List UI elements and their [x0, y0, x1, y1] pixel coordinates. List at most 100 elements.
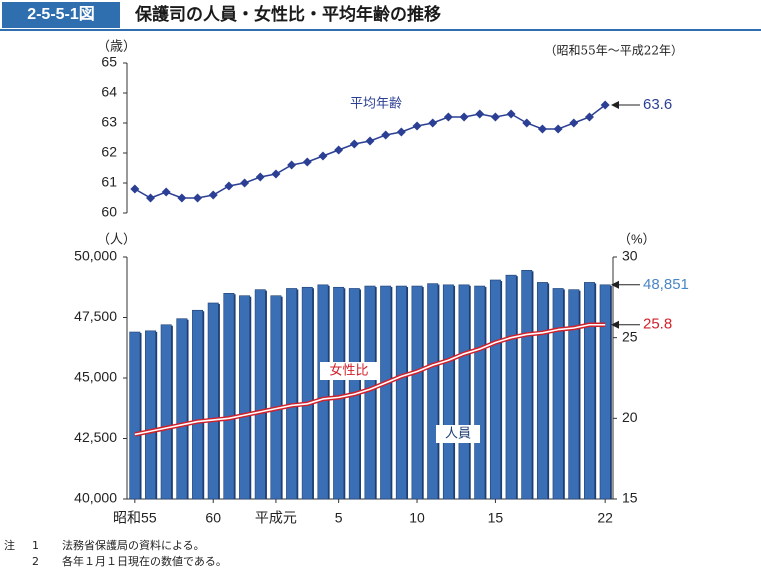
count-bar [442, 284, 454, 500]
age-point [318, 151, 328, 161]
age-point [302, 157, 312, 167]
age-point [271, 169, 281, 179]
age-series-label: 平均年齢 [350, 95, 402, 110]
age-point [600, 100, 610, 110]
age-point [506, 109, 516, 119]
x-tick-label: 22 [597, 510, 613, 526]
age-series-line [134, 104, 606, 199]
age-point [412, 121, 422, 131]
count-bar [427, 283, 439, 500]
age-point [475, 109, 485, 119]
count-bar [207, 302, 219, 500]
count-bar [395, 285, 407, 500]
count-y-tick-label: 40,000 [74, 490, 117, 506]
count-series-label: 人員 [445, 425, 471, 440]
age-point [334, 145, 344, 155]
note-text: 法務省保護局の資料による。 [62, 539, 205, 552]
count-bar [160, 324, 172, 500]
chart-title: 保護司の人員・女性比・平均年齢の推移 [135, 5, 441, 25]
ratio-y-tick-label: 15 [622, 490, 638, 506]
age-y-tick-label: 62 [101, 144, 117, 160]
period-label: （昭和55年～平成22年） [544, 44, 683, 58]
age-y-tick-label: 64 [101, 84, 117, 100]
count-bar [584, 282, 595, 500]
count-series-label-bg [436, 425, 480, 443]
age-point [490, 112, 500, 122]
count-bar [145, 330, 156, 500]
age-point [349, 139, 359, 149]
age-y-axis-label: （歳） [97, 38, 136, 53]
ratio-end-arrowhead [611, 320, 619, 329]
ratio-end-label: 25.8 [643, 316, 672, 333]
count-bar [223, 292, 235, 500]
age-point [569, 118, 579, 128]
age-point [584, 112, 594, 122]
count-bar [239, 295, 251, 500]
note-2: 2 各年１月１日現在の数値である。 [4, 554, 227, 570]
count-bar [489, 279, 501, 500]
age-point [255, 172, 265, 182]
ratio-y-tick-label: 25 [622, 328, 638, 344]
count-bar [301, 286, 313, 500]
count-y-tick-label: 47,500 [74, 308, 117, 324]
count-bar [192, 309, 204, 500]
age-point [208, 190, 218, 200]
count-bar [599, 284, 611, 500]
ratio-y-tick-label: 20 [622, 409, 638, 425]
age-point [161, 187, 171, 197]
count-bar [286, 288, 298, 500]
x-tick-label: 昭和55 [113, 510, 157, 526]
figure-number-badge: 2-5-5-1図 [2, 2, 120, 28]
count-y-axis-label: （人） [97, 231, 136, 246]
notes: 注 1 法務省保護局の資料による。 2 各年１月１日現在の数値である。 [4, 538, 227, 570]
header-rule [0, 29, 761, 31]
age-point [396, 127, 406, 137]
age-point [443, 112, 453, 122]
x-tick-label: 5 [335, 510, 343, 526]
x-tick-label: 10 [409, 510, 425, 526]
age-y-tick-label: 63 [101, 114, 117, 130]
count-bar [521, 270, 533, 500]
count-end-arrowhead [611, 280, 619, 289]
count-y-tick-label: 45,000 [74, 369, 117, 385]
age-y-tick-label: 60 [101, 204, 117, 220]
x-tick-label: 60 [205, 510, 221, 526]
count-bar [505, 274, 517, 500]
age-end-label: 63.6 [643, 96, 672, 113]
count-bar [333, 286, 345, 500]
count-bar [474, 285, 486, 500]
x-tick-label: 15 [488, 510, 504, 526]
age-point [224, 181, 234, 191]
age-point [553, 124, 563, 134]
age-point [193, 193, 203, 203]
age-point [146, 193, 156, 203]
count-bar [317, 284, 329, 500]
age-end-arrowhead [611, 101, 619, 109]
x-tick-label: 平成元 [255, 510, 297, 526]
note-text: 各年１月１日現在の数値である。 [62, 555, 227, 568]
count-end-label: 48,851 [643, 276, 689, 293]
count-bar [380, 285, 392, 500]
age-point [381, 130, 391, 140]
age-point [240, 178, 250, 188]
age-point [365, 136, 375, 146]
count-bar [411, 285, 423, 500]
count-bar [458, 284, 470, 500]
note-label: 注 [4, 539, 15, 552]
ratio-series-label: 女性比 [329, 362, 368, 377]
age-y-tick-label: 61 [101, 174, 117, 190]
note-1: 注 1 法務省保護局の資料による。 [4, 538, 227, 554]
count-y-tick-label: 50,000 [74, 248, 117, 264]
age-point [428, 118, 438, 128]
count-bar [176, 318, 188, 500]
age-point [537, 124, 547, 134]
count-bar [129, 331, 141, 500]
ratio-series-line-inner [134, 323, 606, 436]
count-bar [552, 288, 564, 500]
count-bar [254, 289, 266, 500]
count-bar [568, 289, 580, 500]
age-point [459, 112, 469, 122]
ratio-y-axis-label: （%） [618, 231, 656, 246]
age-point [522, 118, 532, 128]
